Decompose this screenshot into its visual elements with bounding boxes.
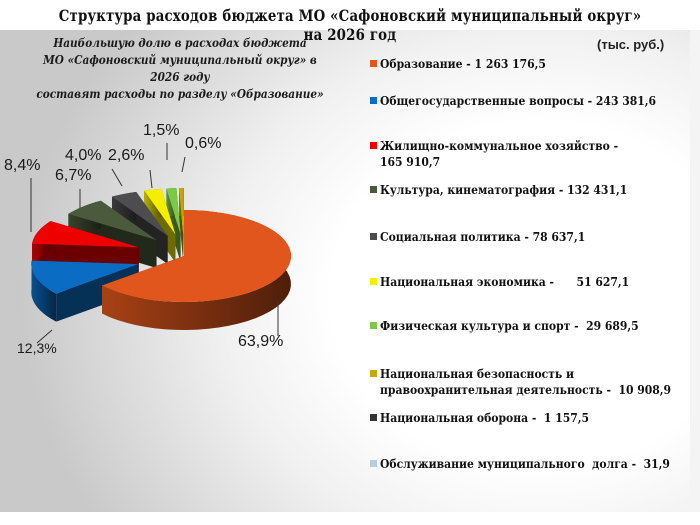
legend-item: Национальная экономика - 51 627,1 [370,274,657,290]
subtitle-line: составят расходы по разделу «Образование… [36,86,324,101]
subtitle-line: МО «Сафоновский муниципальный округ» в 2… [43,52,317,84]
leader-line-1 [36,329,53,344]
legend-item: Социальная политика - 78 637,1 [370,229,608,245]
percent-label-housing: 8,4% [4,157,41,174]
legend-item: Образование - 1 263 176,5 [370,56,564,72]
subtitle-line: Наибольшую долю в расходах бюджета [53,35,307,50]
legend-item: Национальная безопасность и правоохранит… [370,366,700,398]
percent-label-social: 4,0% [65,147,102,164]
percent-label-sport: 1,5% [143,122,180,139]
legend-item: Национальная оборона - 1 157,5 [370,410,612,426]
slice-top [32,221,139,248]
legend-swatch [370,370,377,377]
slice-top [179,188,184,235]
slice-top [111,191,168,236]
legend-item: Общегосударственные вопросы - 243 381,6 [370,93,687,109]
slice-top [166,188,181,235]
legend-swatch [370,60,377,67]
legend-swatch [370,142,377,149]
pie-slice-6 [166,188,181,263]
legend-item: Жилищно-коммунальное хозяйство - 165 910… [370,138,645,170]
legend-swatch [370,278,377,285]
slice-side [31,260,57,322]
leader-line-5 [149,169,153,189]
legend-swatch [370,97,377,104]
percent-label-economy: 2,6% [108,147,145,164]
legend-item: Физическая культура и спорт - 29 689,5 [370,318,667,334]
legend-swatch [370,186,377,193]
percent-label-culture: 6,7% [55,167,92,184]
chart-subtitle: Наибольшую долю в расходах бюджета МО «С… [29,34,331,102]
legend-swatch [370,233,377,240]
slice-top [68,200,157,241]
legend-swatch [370,322,377,329]
slice-top [144,188,176,235]
slide-edge [690,30,700,512]
pie-slice-7 [179,188,184,263]
percent-label-security: 0,6% [185,135,222,152]
leader-line-4 [111,168,123,187]
percent-label-education: 63,9% [238,333,284,350]
chart-title: Структура расходов бюджета МО «Сафоновск… [58,6,642,44]
legend-swatch [370,414,377,421]
slice-top [102,210,291,302]
percent-label-general: 12,3% [17,340,57,356]
legend-swatch [370,460,377,467]
legend-item: Культура, кинематография - 132 431,1 [370,182,655,198]
legend: Образование - 1 263 176,5 Общегосударств… [370,0,700,525]
legend-item: Обслуживание муниципального долга - 31,9 [370,456,700,472]
units-label: (тыс. руб.) [597,37,665,52]
pie-slice-0 [102,210,291,330]
leader-line-7 [181,156,186,173]
slice-top [31,260,139,294]
